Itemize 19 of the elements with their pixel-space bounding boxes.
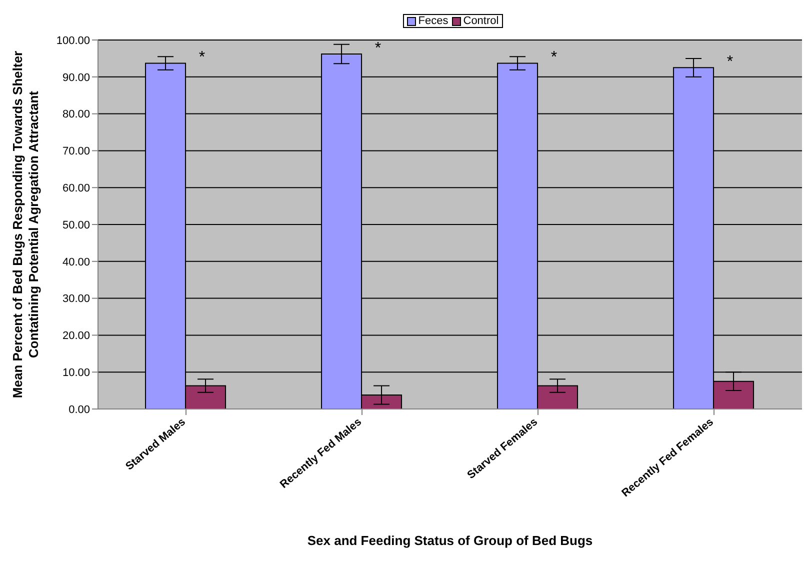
y-axis-title: Mean Percent of Bed Bugs Responding Towards Shelter Contatining Potential Agregation Attractant xyxy=(10,50,41,398)
y-tick-label: 100.00 xyxy=(56,34,90,47)
annotation: * xyxy=(198,49,206,66)
y-tick-label: 90.00 xyxy=(62,72,90,84)
annotation: * xyxy=(726,54,734,71)
legend-label: Feces xyxy=(417,15,448,27)
annotation: * xyxy=(550,49,558,66)
y-tick-label: 70.00 xyxy=(62,146,90,158)
annotation: * xyxy=(374,40,382,58)
x-axis-title: Sex and Feeding Status of Group of Bed Bugs xyxy=(307,533,593,548)
y-tick-label: 10.00 xyxy=(62,367,90,380)
y-tick-label: 60.00 xyxy=(62,182,90,195)
legend-label: Control xyxy=(462,15,499,27)
y-tick-label: 50.00 xyxy=(62,219,90,232)
y-tick-label: 30.00 xyxy=(62,293,90,306)
y-tick-label: 40.00 xyxy=(62,256,90,268)
y-tick-label: 80.00 xyxy=(62,108,90,121)
y-tick-label: 20.00 xyxy=(62,330,90,342)
y-tick-label: 0.00 xyxy=(68,404,90,416)
